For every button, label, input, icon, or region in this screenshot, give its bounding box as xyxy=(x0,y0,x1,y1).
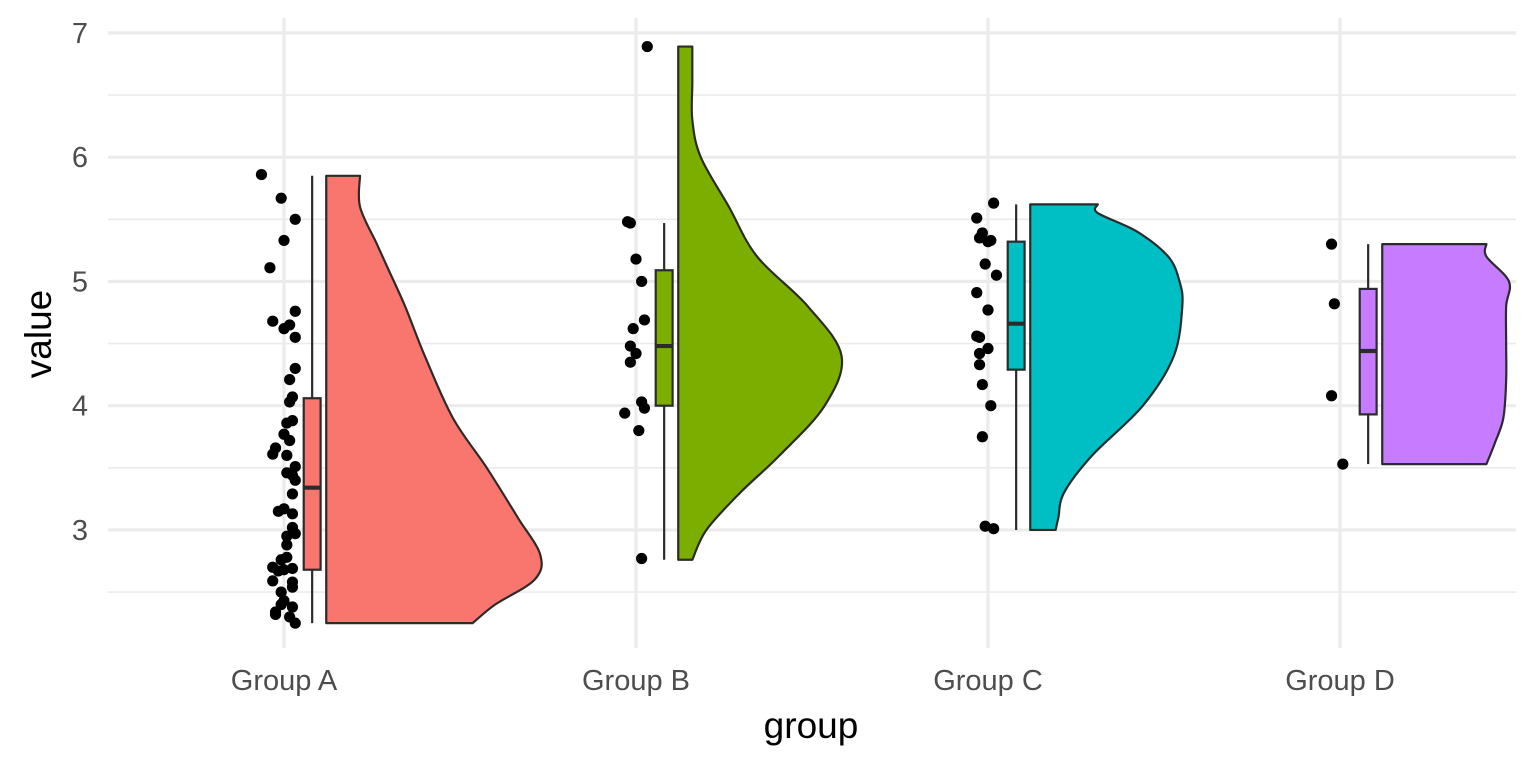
data-point xyxy=(988,523,1000,535)
data-point xyxy=(275,554,287,566)
x-tick-label: Group D xyxy=(1285,665,1395,697)
data-point xyxy=(988,197,1000,209)
data-point xyxy=(973,359,986,371)
data-point xyxy=(289,528,301,540)
data-point xyxy=(985,400,997,412)
data-point xyxy=(289,460,301,473)
data-point xyxy=(281,539,293,551)
data-point xyxy=(976,431,988,443)
box-iqr xyxy=(1006,240,1026,371)
data-point xyxy=(619,407,631,419)
data-point xyxy=(289,305,301,317)
data-point xyxy=(267,315,279,327)
x-axis-title: group xyxy=(764,705,859,746)
data-point xyxy=(633,424,645,437)
data-point xyxy=(1337,458,1349,470)
density-cloud xyxy=(1029,203,1184,532)
data-point xyxy=(286,581,299,593)
data-point xyxy=(982,236,994,248)
density-cloud xyxy=(325,174,543,625)
data-point xyxy=(269,608,282,621)
data-point xyxy=(278,234,290,247)
data-point xyxy=(990,269,1003,281)
data-point xyxy=(624,217,636,229)
data-point xyxy=(289,362,301,375)
data-point xyxy=(286,488,299,500)
points-layer xyxy=(255,40,1349,629)
data-point xyxy=(976,378,988,391)
boxplot-layer xyxy=(302,175,1378,624)
data-point xyxy=(638,402,651,414)
density-cloud xyxy=(1381,243,1512,466)
data-point xyxy=(638,314,651,326)
data-point xyxy=(979,258,991,270)
data-point xyxy=(289,213,301,225)
y-tick-label: 4 xyxy=(72,391,88,423)
data-point xyxy=(255,168,268,181)
data-point xyxy=(267,448,279,460)
data-point xyxy=(973,331,986,343)
data-point xyxy=(267,575,279,587)
data-point xyxy=(272,505,284,517)
data-point xyxy=(286,601,299,613)
data-point xyxy=(281,449,293,461)
y-tick-labels: 3 4 5 6 7 xyxy=(72,18,88,547)
x-tick-label: Group C xyxy=(933,665,1043,697)
data-point xyxy=(275,192,287,204)
data-point xyxy=(278,323,290,335)
data-point xyxy=(636,552,648,565)
data-point xyxy=(286,508,299,520)
data-point xyxy=(272,565,284,577)
data-point xyxy=(982,304,994,316)
data-point xyxy=(1325,238,1338,250)
x-tick-labels: Group A Group B Group C Group D xyxy=(231,665,1395,697)
data-point xyxy=(284,396,296,408)
data-point xyxy=(281,530,293,542)
density-cloud xyxy=(677,45,844,561)
y-tick-label: 7 xyxy=(72,18,88,50)
data-point xyxy=(630,253,642,265)
data-point xyxy=(973,347,986,360)
data-point xyxy=(982,342,994,355)
box-iqr xyxy=(654,269,674,407)
data-point xyxy=(636,275,648,288)
data-point xyxy=(624,356,636,368)
data-point xyxy=(1328,298,1340,310)
data-point xyxy=(275,586,287,598)
data-point xyxy=(284,434,296,447)
y-tick-label: 5 xyxy=(72,266,88,298)
x-tick-label: Group B xyxy=(582,665,690,697)
y-tick-label: 6 xyxy=(72,142,88,174)
y-tick-label: 3 xyxy=(72,515,88,547)
data-point xyxy=(289,617,301,629)
data-point xyxy=(281,417,293,429)
data-point xyxy=(286,562,299,575)
data-point xyxy=(289,474,301,486)
data-point xyxy=(1325,390,1338,402)
data-point xyxy=(264,262,276,274)
y-axis-title: value xyxy=(18,290,59,378)
data-point xyxy=(971,287,983,299)
box-iqr xyxy=(302,397,322,571)
data-point xyxy=(284,373,296,386)
data-point xyxy=(971,212,983,224)
data-point xyxy=(973,232,986,244)
density-layer xyxy=(325,45,1512,625)
x-tick-label: Group A xyxy=(231,665,338,697)
data-point xyxy=(641,40,653,53)
data-point xyxy=(979,520,991,532)
data-point xyxy=(627,323,639,335)
data-point xyxy=(289,331,301,343)
data-point xyxy=(630,347,642,360)
